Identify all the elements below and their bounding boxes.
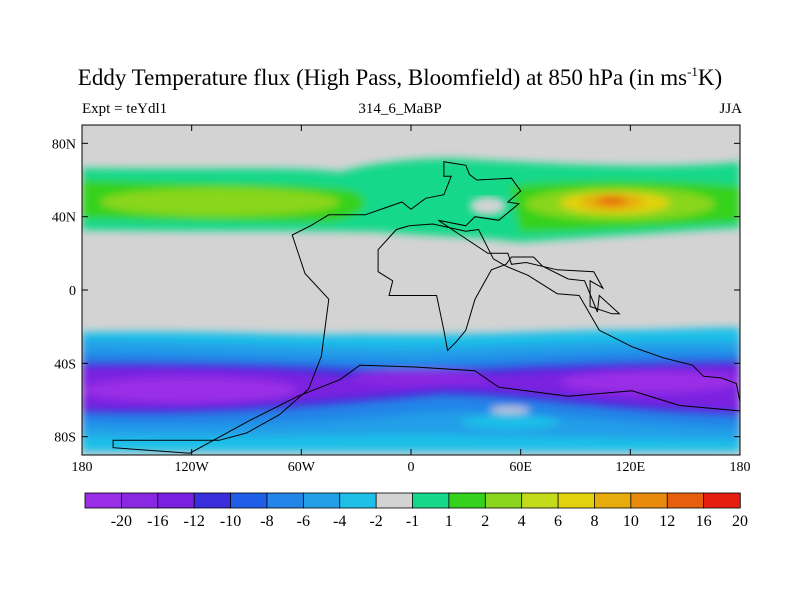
colorbar-swatch [557,492,596,509]
colorbar-label: -4 [333,513,346,530]
lon-tick-label: 180 [730,460,751,475]
colorbar-label: 12 [659,513,675,530]
season-label: JJA [719,101,742,117]
colorbar-swatch [703,492,741,509]
lat-tick-label: 0 [69,284,76,299]
colorbar-label: -1 [406,513,419,530]
colorbar-label: -12 [184,513,205,530]
colorbar-swatch [375,492,414,509]
colorbar-swatch [484,492,523,509]
colorbar-swatch [84,492,123,509]
lat-tick-label: 80N [52,137,76,152]
title-superscript: -1 [687,64,698,79]
colorbar-label: 10 [623,513,639,530]
lon-tick-label: 60W [288,460,316,475]
colorbar-label: -20 [111,513,132,530]
colorbar-swatch [339,492,377,509]
colorbar-label: -6 [297,513,310,530]
colorbar-swatch [594,492,632,509]
lat-tick-label: 40S [54,357,76,372]
lon-tick-label: 120E [616,460,646,475]
colorbar-label: 2 [481,513,489,530]
colorbar-swatch [230,492,268,509]
colorbar-swatch [630,492,668,509]
band-south-core-east [560,371,740,393]
colorbar-swatch [448,492,486,509]
colorbar-swatch [412,492,450,509]
colorbar-label: 4 [518,513,526,530]
experiment-label: Expt = teYdl1 [82,101,168,117]
colorbar-label: 8 [590,513,598,530]
asia-gray-patch [470,197,506,215]
colorbar-swatch [266,492,305,509]
lat-tick-label: 80S [54,431,76,446]
colorbar: -20 -16 -12 -10 -8 -6 -4 -2 -1 1 2 4 6 8 10 12 16 20 [84,492,748,530]
colorbar-label: -10 [220,513,241,530]
band-north-red [597,197,627,205]
band-south-gray-patch [490,407,530,413]
colorbar-label: 1 [445,513,453,530]
flux-bands [82,158,740,452]
continent-outline [112,161,740,454]
colorbar-swatch [157,492,195,509]
colorbar-label: 6 [554,513,562,530]
colorbar-swatch [521,492,559,509]
band-south-core-mid [350,370,490,386]
lon-tick-label: 180 [72,460,93,475]
colorbar-swatch [302,492,341,509]
colorbar-label: 16 [696,513,712,530]
run-label: 314_6_MaBP [358,101,442,117]
lon-tick-label: 0 [408,460,415,475]
colorbar-swatch [193,492,232,509]
flux-field [82,125,740,455]
colorbar-label: -2 [369,513,382,530]
band-south-light-patch [460,415,560,429]
lat-tick-label: 40N [52,211,76,226]
title-main: Eddy Temperature flux (High Pass, Bloomf… [77,65,688,90]
colorbar-swatch [120,492,159,509]
band-north-light [100,188,340,216]
colorbar-label: -8 [260,513,273,530]
colorbar-swatch [666,492,705,509]
lon-tick-label: 120W [175,460,210,475]
band-south-core-west [82,377,298,403]
colorbar-label: -16 [147,513,168,530]
title-tail: K) [697,65,723,90]
chart-title: Eddy Temperature flux (High Pass, Bloomf… [0,64,800,91]
map-axes: 80N 40N 0 40S 80S 180 120W 60W 0 60E 120E 180 [52,125,751,475]
lon-tick-label: 60E [509,460,532,475]
colorbar-label: 20 [732,513,748,530]
